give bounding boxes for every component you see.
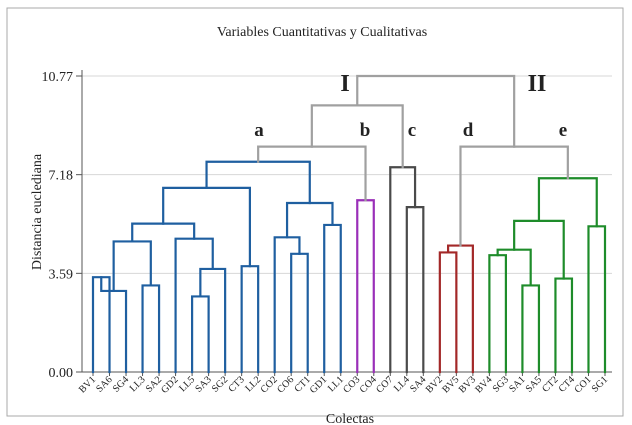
dendrogram-link — [112, 240, 152, 293]
leaf-label: CT2 — [540, 374, 560, 394]
y-axis-label: Distancia euclediana — [30, 153, 45, 270]
y-tick-label: 3.59 — [49, 267, 74, 282]
x-tick-labels: BV1SA6SG4LL3SA2GD2LL5SA3SG2CT3LL2CO2CO6C… — [77, 374, 610, 396]
dendrogram-link — [190, 295, 210, 374]
grid-lines — [82, 75, 612, 274]
dendrogram-link — [446, 244, 474, 374]
dendrogram-link — [323, 223, 342, 374]
dendrogram-link — [587, 225, 607, 374]
dendrogram-link — [205, 160, 311, 205]
leaf-label: SA1 — [507, 374, 527, 394]
leaf-label: SA4 — [408, 374, 428, 394]
dendrogram-link — [521, 284, 541, 374]
cluster-labels: I IIa b c d e — [254, 71, 567, 141]
minor-cluster-label: c — [408, 120, 416, 141]
major-cluster-label: I — [340, 71, 349, 97]
leaf-label: SA6 — [94, 374, 114, 394]
dendrogram-link — [356, 199, 375, 374]
leaf-label: LL4 — [392, 374, 412, 394]
dendrogram-link — [488, 254, 508, 374]
leaf-label: CT4 — [557, 374, 577, 394]
leaf-label: LL5 — [177, 374, 197, 394]
chart-title: Variables Cuantitativas y Cualitativas — [217, 25, 427, 40]
leaf-label: SG4 — [111, 374, 131, 394]
leaf-label: SA2 — [144, 374, 164, 394]
minor-cluster-label: d — [463, 120, 474, 141]
dendrogram-link — [310, 104, 404, 169]
dendrogram-link — [199, 267, 227, 374]
leaf-label: SG1 — [590, 374, 610, 394]
dendrogram-link — [240, 265, 260, 374]
leaf-label: SA3 — [193, 374, 213, 394]
x-axis-label: Colectas — [326, 412, 374, 425]
minor-cluster-label: e — [559, 120, 567, 141]
minor-cluster-label: a — [254, 120, 264, 141]
major-cluster-label: II — [528, 71, 547, 97]
dendrogram-link — [356, 74, 516, 148]
leaf-label: LL2 — [243, 374, 263, 394]
dendrogram-link — [285, 201, 334, 239]
leaf-label: SG3 — [491, 374, 511, 394]
leaf-label: CT1 — [292, 374, 312, 394]
leaf-label: SG2 — [210, 374, 230, 394]
dendrogram-link — [141, 284, 161, 374]
leaf-label: LL3 — [128, 374, 148, 394]
dendrogram-link — [273, 236, 301, 374]
leaf-label: LL1 — [326, 374, 346, 394]
dendrogram-links — [91, 74, 607, 374]
minor-cluster-label: b — [360, 120, 371, 141]
y-tick-label: 10.77 — [42, 70, 74, 85]
dendrogram-link — [290, 252, 309, 374]
y-tick-label: 0.00 — [49, 366, 74, 381]
dendrogram-link — [438, 251, 458, 374]
dendrogram-link — [174, 237, 214, 374]
dendrogram-link — [405, 205, 425, 374]
dendrogram-link — [389, 166, 417, 374]
y-tick-label: 7.18 — [49, 169, 74, 184]
dendrogram-link — [554, 277, 574, 374]
dendrogram-link — [537, 177, 598, 228]
dendrogram-link — [257, 145, 367, 202]
y-tick-labels: 0.00 3.59 7.18 10.77 — [42, 70, 74, 381]
leaf-label: CT3 — [226, 374, 246, 394]
leaf-label: SA5 — [524, 374, 544, 394]
figure-frame — [6, 7, 624, 417]
